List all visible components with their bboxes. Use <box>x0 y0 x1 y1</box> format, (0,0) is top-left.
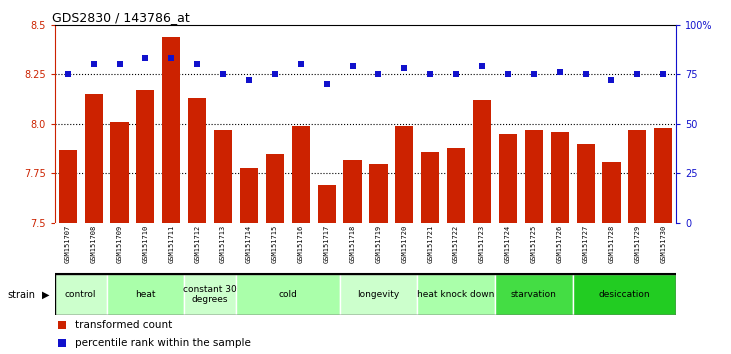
Bar <box>344 160 362 223</box>
Bar <box>110 122 129 223</box>
Text: constant 30
degrees: constant 30 degrees <box>183 285 237 304</box>
Text: GSM151717: GSM151717 <box>324 224 330 263</box>
Text: GSM151713: GSM151713 <box>220 224 226 263</box>
Text: GSM151724: GSM151724 <box>505 224 511 263</box>
Text: GSM151716: GSM151716 <box>298 224 304 263</box>
Point <box>243 78 255 83</box>
Bar <box>292 126 310 223</box>
Point <box>217 72 229 77</box>
Text: GSM151712: GSM151712 <box>194 224 200 263</box>
Bar <box>240 167 258 223</box>
Bar <box>162 37 181 223</box>
Text: GSM151728: GSM151728 <box>608 224 615 263</box>
Text: GSM151718: GSM151718 <box>349 224 355 263</box>
Text: control: control <box>65 290 96 299</box>
Point <box>295 62 306 67</box>
Text: transformed count: transformed count <box>75 320 173 330</box>
Text: GSM151730: GSM151730 <box>660 224 666 263</box>
Text: GSM151707: GSM151707 <box>65 224 71 263</box>
Point <box>605 78 617 83</box>
Bar <box>572 274 676 315</box>
Text: starvation: starvation <box>511 290 557 299</box>
Bar <box>499 134 517 223</box>
Bar <box>525 130 543 223</box>
Point <box>398 65 410 71</box>
Bar <box>107 274 184 315</box>
Point <box>140 56 151 61</box>
Point <box>476 64 488 69</box>
Text: heat knock down: heat knock down <box>417 290 495 299</box>
Text: GSM151714: GSM151714 <box>246 224 252 263</box>
Bar <box>58 150 77 223</box>
Point <box>192 62 203 67</box>
Point <box>88 62 99 67</box>
Point <box>114 62 126 67</box>
Bar <box>417 274 495 315</box>
Point <box>632 72 643 77</box>
Point <box>554 69 566 75</box>
Bar <box>188 98 206 223</box>
Point <box>346 64 358 69</box>
Text: GSM151710: GSM151710 <box>143 224 148 263</box>
Text: GSM151719: GSM151719 <box>376 224 382 263</box>
Bar <box>55 274 107 315</box>
Text: desiccation: desiccation <box>599 290 650 299</box>
Bar <box>85 94 103 223</box>
Bar <box>395 126 414 223</box>
Text: GSM151715: GSM151715 <box>272 224 278 263</box>
Text: GSM151727: GSM151727 <box>583 224 588 263</box>
Bar <box>214 130 232 223</box>
Text: GSM151726: GSM151726 <box>557 224 563 263</box>
Text: GSM151722: GSM151722 <box>453 224 459 263</box>
Bar <box>184 274 236 315</box>
Bar <box>654 128 673 223</box>
Bar <box>495 274 572 315</box>
Bar <box>550 132 569 223</box>
Bar <box>447 148 465 223</box>
Point <box>269 72 281 77</box>
Text: GDS2830 / 143786_at: GDS2830 / 143786_at <box>52 11 189 24</box>
Text: GSM151725: GSM151725 <box>531 224 537 263</box>
Point <box>425 72 436 77</box>
Text: GSM151723: GSM151723 <box>479 224 485 263</box>
Point <box>580 72 591 77</box>
Point <box>528 72 539 77</box>
Bar <box>602 161 621 223</box>
Bar <box>317 185 336 223</box>
Bar <box>577 144 594 223</box>
Bar <box>369 164 387 223</box>
Point <box>62 72 74 77</box>
Point <box>502 72 514 77</box>
Point <box>450 72 462 77</box>
Point <box>321 81 333 87</box>
Point <box>373 72 385 77</box>
Bar <box>421 152 439 223</box>
Text: cold: cold <box>279 290 298 299</box>
Point <box>165 56 177 61</box>
Text: percentile rank within the sample: percentile rank within the sample <box>75 338 251 348</box>
Text: GSM151711: GSM151711 <box>168 224 174 263</box>
Point <box>428 98 439 104</box>
Bar <box>137 90 154 223</box>
Text: GSM151708: GSM151708 <box>91 224 96 263</box>
Point <box>428 259 439 265</box>
Text: GSM151721: GSM151721 <box>427 224 433 263</box>
Text: strain: strain <box>7 290 35 300</box>
Text: heat: heat <box>135 290 156 299</box>
Text: ▶: ▶ <box>42 290 49 300</box>
Bar <box>473 100 491 223</box>
Point <box>657 72 669 77</box>
Bar <box>628 130 646 223</box>
Text: GSM151720: GSM151720 <box>401 224 407 263</box>
Bar <box>266 154 284 223</box>
Text: GSM151729: GSM151729 <box>635 224 640 263</box>
Text: longevity: longevity <box>357 290 400 299</box>
Text: GSM151709: GSM151709 <box>116 224 123 263</box>
Bar <box>340 274 417 315</box>
Bar <box>236 274 340 315</box>
